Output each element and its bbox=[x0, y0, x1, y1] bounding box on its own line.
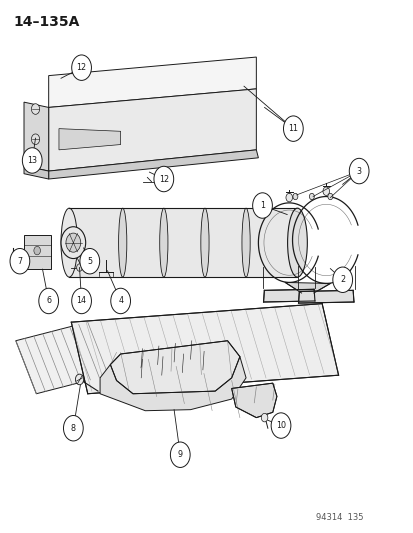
Circle shape bbox=[39, 288, 58, 314]
Ellipse shape bbox=[61, 208, 77, 277]
Text: 14–135A: 14–135A bbox=[14, 14, 80, 29]
Circle shape bbox=[75, 374, 83, 385]
Polygon shape bbox=[24, 235, 51, 269]
Ellipse shape bbox=[201, 210, 208, 276]
Polygon shape bbox=[24, 102, 49, 171]
Polygon shape bbox=[49, 57, 256, 108]
Polygon shape bbox=[59, 128, 120, 150]
Circle shape bbox=[309, 193, 313, 200]
Text: 4: 4 bbox=[118, 296, 123, 305]
Circle shape bbox=[71, 55, 91, 80]
Text: 11: 11 bbox=[288, 124, 298, 133]
Polygon shape bbox=[71, 228, 295, 238]
Text: 1: 1 bbox=[259, 201, 264, 210]
Polygon shape bbox=[285, 282, 330, 293]
Circle shape bbox=[261, 414, 267, 422]
Circle shape bbox=[322, 187, 329, 196]
Circle shape bbox=[71, 288, 91, 314]
Text: 12: 12 bbox=[158, 174, 169, 183]
Polygon shape bbox=[110, 341, 239, 394]
Polygon shape bbox=[100, 357, 245, 411]
Ellipse shape bbox=[242, 210, 249, 276]
Circle shape bbox=[31, 104, 40, 114]
Circle shape bbox=[285, 193, 292, 202]
Circle shape bbox=[283, 116, 302, 141]
Polygon shape bbox=[231, 383, 276, 418]
Polygon shape bbox=[16, 322, 108, 394]
Polygon shape bbox=[71, 208, 295, 218]
Polygon shape bbox=[298, 290, 353, 303]
Text: 9: 9 bbox=[177, 450, 183, 459]
Circle shape bbox=[271, 413, 290, 438]
Circle shape bbox=[31, 134, 40, 144]
Polygon shape bbox=[71, 238, 295, 247]
Text: 12: 12 bbox=[76, 63, 86, 72]
Text: 13: 13 bbox=[27, 156, 37, 165]
Polygon shape bbox=[71, 257, 295, 267]
Text: 14: 14 bbox=[76, 296, 86, 305]
Polygon shape bbox=[71, 247, 295, 257]
Circle shape bbox=[154, 166, 173, 192]
Text: 7: 7 bbox=[17, 257, 22, 265]
Text: 6: 6 bbox=[46, 296, 51, 305]
Circle shape bbox=[327, 193, 332, 200]
Text: 94314  135: 94314 135 bbox=[315, 513, 362, 522]
Polygon shape bbox=[49, 150, 258, 179]
Circle shape bbox=[22, 148, 42, 173]
Circle shape bbox=[292, 193, 297, 200]
Circle shape bbox=[170, 442, 190, 467]
Circle shape bbox=[63, 416, 83, 441]
Circle shape bbox=[66, 233, 81, 252]
Circle shape bbox=[76, 264, 82, 271]
Polygon shape bbox=[71, 304, 338, 394]
Circle shape bbox=[80, 248, 100, 274]
Ellipse shape bbox=[119, 210, 126, 276]
Circle shape bbox=[10, 248, 30, 274]
Circle shape bbox=[111, 288, 130, 314]
Text: 3: 3 bbox=[356, 166, 361, 175]
Polygon shape bbox=[263, 289, 314, 302]
Polygon shape bbox=[49, 89, 256, 171]
Circle shape bbox=[349, 158, 368, 184]
Polygon shape bbox=[71, 267, 295, 277]
Text: 8: 8 bbox=[71, 424, 76, 433]
Ellipse shape bbox=[287, 208, 306, 277]
Polygon shape bbox=[69, 208, 297, 277]
Text: 2: 2 bbox=[339, 275, 344, 284]
Text: 10: 10 bbox=[275, 421, 285, 430]
Polygon shape bbox=[24, 166, 49, 179]
Circle shape bbox=[332, 267, 352, 293]
Circle shape bbox=[61, 227, 85, 259]
Text: 5: 5 bbox=[87, 257, 92, 265]
Polygon shape bbox=[71, 218, 295, 228]
Circle shape bbox=[252, 193, 272, 218]
Circle shape bbox=[34, 246, 40, 255]
Ellipse shape bbox=[160, 210, 167, 276]
